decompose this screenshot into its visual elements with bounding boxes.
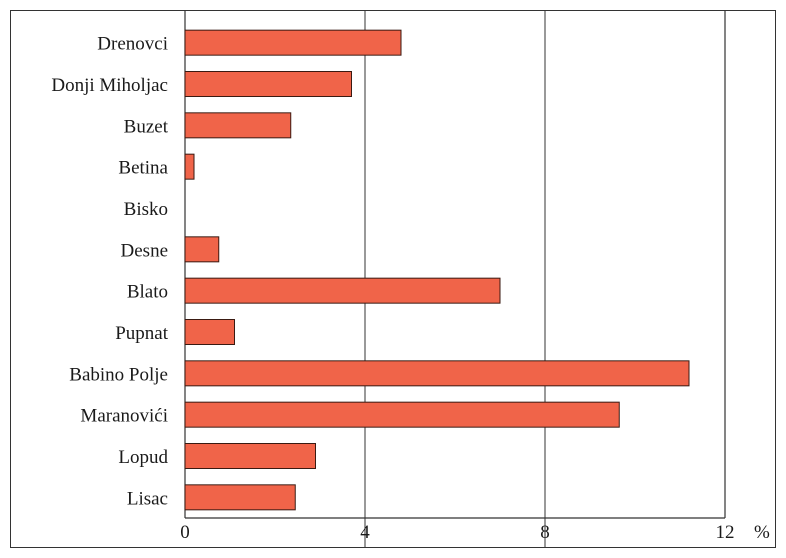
category-label: Buzet: [124, 116, 169, 137]
x-tick-label-0: 0: [180, 522, 190, 543]
x-tick-label-8: 8: [540, 522, 550, 543]
category-label: Maranovići: [80, 406, 168, 427]
bar-maranovići: [184, 401, 620, 428]
category-label: Donji Miholjac: [51, 75, 168, 96]
category-label: Lopud: [118, 447, 168, 468]
category-label: Blato: [127, 282, 168, 303]
x-tick-label-4: 4: [360, 522, 370, 543]
bar-blato: [184, 277, 501, 304]
bar-desne: [184, 236, 220, 263]
bar-lopud: [184, 443, 316, 469]
bar-donji-miholjac: [184, 71, 352, 97]
bar-drenovci: [184, 29, 402, 56]
bar-pupnat: [184, 319, 235, 345]
chart-frame: [10, 10, 776, 548]
category-label: Pupnat: [115, 323, 169, 344]
bar-betina: [184, 153, 195, 180]
bar-babino-polje: [184, 360, 690, 387]
bar-buzet: [184, 112, 292, 139]
x-axis-unit-label: %: [754, 522, 770, 543]
category-label: Lisac: [127, 488, 168, 509]
grid-layer: [184, 10, 726, 548]
category-labels: Drenovci Donji Miholjac Buzet Betina Bisko De…: [51, 34, 168, 510]
category-label: Bisko: [124, 199, 168, 220]
category-label: Betina: [118, 158, 168, 179]
x-tick-label-12: 12: [716, 522, 735, 543]
category-label: Desne: [121, 240, 168, 261]
bars: [184, 29, 690, 511]
x-tick-labels: 0 4 8 12: [180, 522, 734, 543]
category-label: Drenovci: [97, 34, 168, 55]
category-label: Babino Polje: [69, 364, 168, 385]
bar-lisac: [184, 484, 296, 511]
